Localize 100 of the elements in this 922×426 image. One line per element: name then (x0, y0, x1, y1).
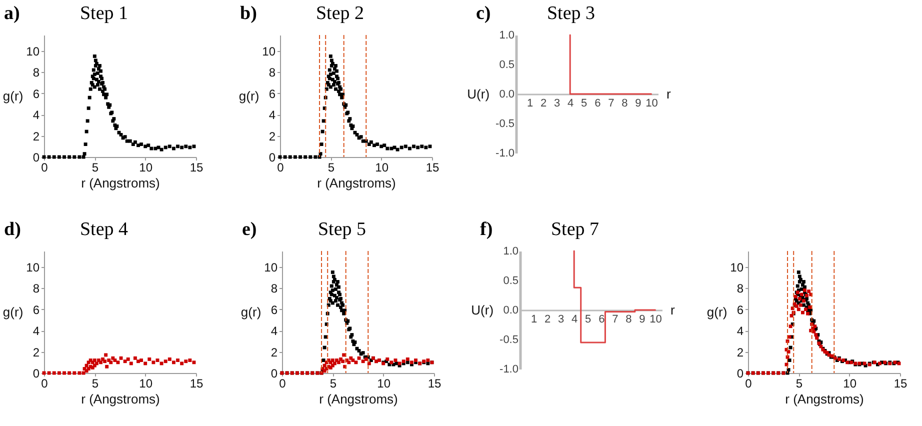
text: c) (476, 3, 491, 24)
x-tick-label: 5 (92, 160, 99, 174)
y-tick-label: 0 (32, 366, 40, 380)
x-tick-label: 8 (626, 314, 632, 326)
point (184, 360, 188, 364)
y-tick-label: 2 (268, 129, 276, 144)
point (113, 358, 117, 362)
point (188, 358, 192, 362)
y-tick-label: 4 (32, 324, 40, 338)
x-tick-label: 5 (330, 376, 337, 390)
x-tick-label: 9 (639, 314, 646, 326)
x-tick-label: 0 (279, 376, 286, 390)
x-tick-label: 10 (377, 376, 391, 390)
point (99, 360, 102, 364)
x-tick-label: 4 (572, 314, 578, 326)
x-tick-label: 15 (894, 376, 908, 390)
chart-title: Step 5 (318, 219, 366, 240)
x-tick-label: 8 (622, 98, 628, 110)
point (426, 358, 430, 362)
x-axis-title: r (666, 86, 672, 102)
y-axis-title: g(r) (706, 304, 728, 320)
x-tick-label: 2 (540, 98, 547, 110)
y-axis-title: g(r) (240, 304, 262, 320)
y-tick-label: 0 (736, 366, 744, 380)
x-tick-label: 10 (139, 160, 153, 174)
y-tick-label: 1.0 (499, 30, 514, 42)
x-tick-label: 5 (581, 98, 588, 110)
x-tick-label: 5 (328, 160, 335, 174)
point (180, 362, 184, 366)
point (176, 358, 180, 362)
point (351, 358, 355, 362)
point (123, 360, 127, 364)
y-tick-label: 1.0 (503, 246, 518, 258)
x-axis-title: r (Angstroms) (319, 392, 398, 406)
x-tick-label: 10 (646, 98, 658, 110)
y-tick-label: 10 (26, 44, 40, 58)
point (126, 357, 130, 361)
chart-title: Step 1 (80, 3, 128, 24)
point (136, 360, 140, 364)
x-tick-label: 0 (41, 376, 48, 390)
y-tick-label: 4 (270, 324, 278, 338)
point (168, 357, 172, 361)
x-tick-label: 6 (598, 314, 605, 326)
y-axis-title: U(r) (467, 86, 490, 102)
x-axis-title: r (Angstroms) (785, 392, 864, 406)
x-tick-label: 10 (139, 376, 153, 390)
y-tick-label: 0 (268, 150, 276, 164)
point (406, 357, 410, 361)
y-tick-label: 4 (268, 108, 276, 122)
y-axis-title: g(r) (2, 304, 24, 320)
point (148, 357, 152, 361)
point (133, 356, 137, 360)
point (94, 362, 98, 366)
point (330, 358, 334, 362)
y-tick-label: 8 (32, 66, 40, 80)
x-tick-label: 7 (612, 314, 618, 326)
chart-title: Step 4 (80, 219, 129, 240)
point (361, 360, 365, 364)
y-tick-label: -1.0 (500, 364, 518, 376)
point (92, 358, 96, 362)
point (337, 360, 340, 364)
point (152, 360, 156, 364)
point (192, 360, 196, 364)
text: e) (242, 219, 257, 240)
y-tick-label: 0 (32, 150, 40, 164)
point (84, 364, 88, 368)
point (414, 358, 418, 362)
y-tick-label: -0.5 (496, 118, 514, 130)
x-tick-label: 0 (745, 376, 752, 390)
x-tick-label: 7 (608, 98, 614, 110)
y-tick-label: 0.5 (503, 275, 518, 287)
point (172, 360, 176, 364)
y-axis-title: U(r) (471, 302, 494, 318)
x-tick-label: 1 (526, 98, 534, 110)
x-tick-label: 5 (585, 314, 592, 326)
y-tick-label: 8 (270, 282, 278, 296)
point (109, 360, 113, 364)
point (160, 362, 164, 366)
y-tick-label: 4 (32, 108, 40, 122)
point (164, 360, 168, 364)
point (341, 360, 345, 364)
x-tick-label: 4 (568, 98, 574, 110)
x-tick-label: 10 (650, 314, 662, 326)
x-tick-label: 9 (635, 98, 642, 110)
x-tick-label: 5 (92, 376, 99, 390)
x-tick-label: 3 (558, 314, 564, 326)
y-tick-label: 10 (26, 260, 40, 274)
y-tick-label: 2 (32, 129, 40, 144)
x-axis-title: r (670, 302, 676, 318)
y-axis-title: g(r) (238, 88, 260, 104)
point (347, 360, 351, 364)
point (116, 360, 120, 364)
point (105, 364, 109, 368)
y-tick-label: 0 (270, 366, 278, 380)
point (332, 362, 336, 366)
text: d) (4, 219, 21, 240)
x-tick-label: 15 (426, 160, 440, 174)
x-tick-label: 15 (428, 376, 442, 390)
x-axis-title: r (Angstroms) (81, 176, 160, 190)
x-tick-label: 0 (41, 160, 48, 174)
